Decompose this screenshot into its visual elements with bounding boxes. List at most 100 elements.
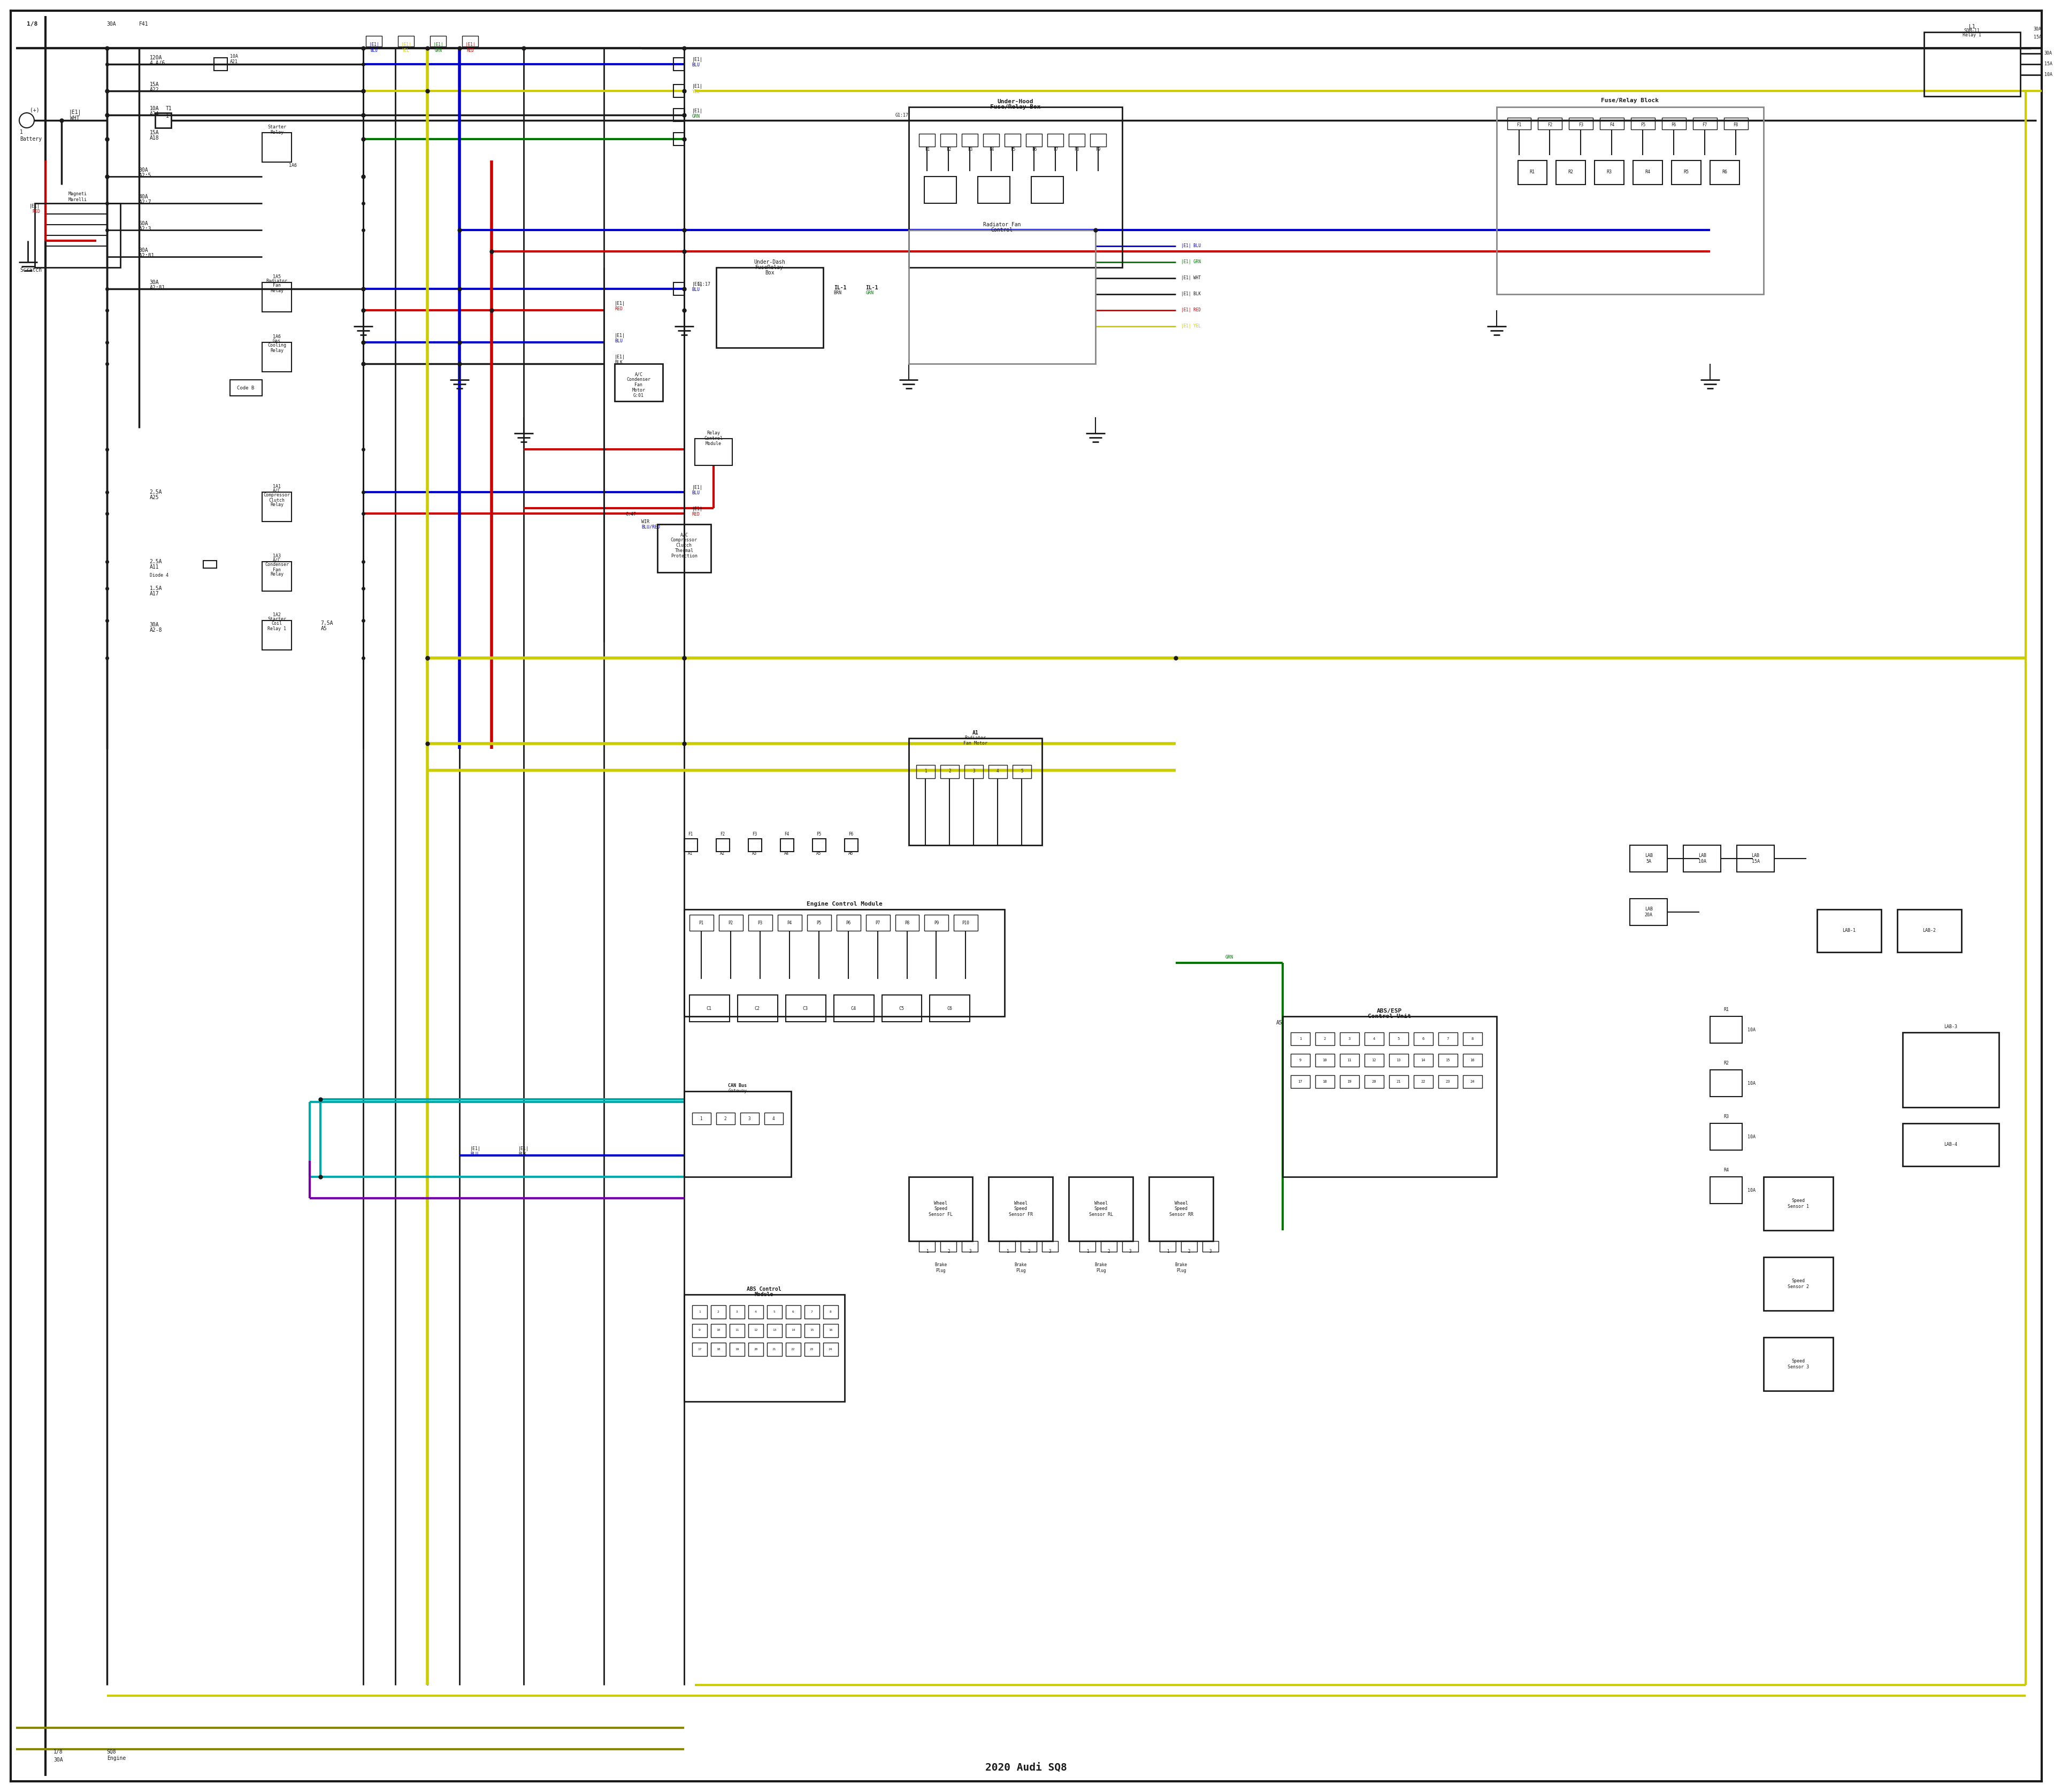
Text: Box: Box <box>764 271 774 276</box>
Bar <box>1413 1075 1434 1088</box>
Bar <box>961 1242 978 1253</box>
Text: 30A: 30A <box>2033 27 2042 32</box>
Bar <box>1181 1242 1197 1253</box>
Text: 1/8: 1/8 <box>53 1749 64 1754</box>
Bar <box>35 202 121 267</box>
Bar <box>1091 134 1107 147</box>
Bar <box>692 1113 711 1124</box>
Text: 4.A/6: 4.A/6 <box>150 61 166 66</box>
Text: P3: P3 <box>758 921 762 925</box>
Text: |E1|: |E1| <box>470 1147 481 1152</box>
Text: 30A: 30A <box>140 167 148 172</box>
Text: 10A: 10A <box>2044 72 2052 77</box>
Text: Speed
Sensor 3: Speed Sensor 3 <box>1787 1358 1810 1369</box>
Text: 6: 6 <box>1421 1038 1423 1041</box>
Text: BLU/RED: BLU/RED <box>641 525 659 529</box>
Text: Relay: Relay <box>271 572 283 577</box>
Text: SQ8
Engine: SQ8 Engine <box>107 1749 125 1762</box>
Text: Fan: Fan <box>273 283 281 289</box>
Text: IL-1: IL-1 <box>867 285 879 290</box>
Bar <box>1339 1032 1360 1045</box>
Text: G:01: G:01 <box>633 394 645 398</box>
Text: 16: 16 <box>1471 1059 1475 1063</box>
Text: Fuse/Relay Box: Fuse/Relay Box <box>990 104 1041 109</box>
Text: Wheel
Speed
Sensor RL: Wheel Speed Sensor RL <box>1089 1201 1113 1217</box>
Bar <box>719 914 744 930</box>
Bar <box>684 1091 791 1177</box>
Text: A4: A4 <box>785 851 789 857</box>
Bar <box>429 36 446 47</box>
Text: Fuse/Relay Block: Fuse/Relay Block <box>1602 99 1660 104</box>
Bar <box>711 1305 725 1319</box>
Bar <box>1518 161 1547 185</box>
Text: Brake
Plug: Brake Plug <box>1175 1263 1187 1272</box>
Text: 10: 10 <box>717 1330 721 1331</box>
Text: A2: A2 <box>721 851 725 857</box>
Text: A1: A1 <box>688 851 692 857</box>
Text: 23: 23 <box>1446 1081 1450 1082</box>
Bar <box>692 1305 707 1319</box>
Text: 4: 4 <box>772 1116 774 1122</box>
Text: C2: C2 <box>754 1005 760 1011</box>
Text: F5: F5 <box>815 831 822 837</box>
Bar <box>908 1177 974 1242</box>
Text: F3: F3 <box>1577 122 1584 127</box>
Bar <box>737 995 778 1021</box>
Text: YEL: YEL <box>692 90 700 95</box>
Bar <box>1692 118 1717 129</box>
Bar <box>908 738 1041 846</box>
Text: BLU: BLU <box>614 339 622 344</box>
Text: 3: 3 <box>1347 1038 1352 1041</box>
Bar <box>978 177 1011 202</box>
Bar <box>1031 177 1064 202</box>
Text: Brake
Plug: Brake Plug <box>935 1263 947 1272</box>
Bar <box>1898 909 1962 952</box>
Text: 15: 15 <box>1446 1059 1450 1063</box>
Text: RED: RED <box>692 513 700 518</box>
Bar <box>764 1113 783 1124</box>
Text: Clutch: Clutch <box>269 498 286 502</box>
Bar <box>1633 161 1662 185</box>
Text: A/C: A/C <box>273 487 281 493</box>
Text: Radiator Fan: Radiator Fan <box>984 222 1021 228</box>
Bar <box>674 84 684 97</box>
Text: C:47: C:47 <box>624 513 637 518</box>
Text: A2:5: A2:5 <box>140 172 152 177</box>
Text: A/C: A/C <box>680 532 688 538</box>
Bar <box>1438 1032 1458 1045</box>
Text: |E1| RED: |E1| RED <box>1181 308 1202 312</box>
Bar <box>1684 846 1721 873</box>
Text: 2: 2 <box>949 769 951 774</box>
Bar <box>1569 118 1594 129</box>
Text: GRN: GRN <box>692 113 700 118</box>
Bar <box>785 995 826 1021</box>
Text: |E1|: |E1| <box>29 204 41 208</box>
Text: 1A1: 1A1 <box>273 484 281 489</box>
Text: R3: R3 <box>1723 1115 1729 1120</box>
Text: 22: 22 <box>1421 1081 1425 1082</box>
Text: 30A: 30A <box>150 280 158 285</box>
Text: R3: R3 <box>1606 170 1612 174</box>
Text: F1: F1 <box>924 147 930 152</box>
Text: G1:17: G1:17 <box>698 281 711 287</box>
Text: F1: F1 <box>1516 122 1522 127</box>
Bar <box>1389 1032 1409 1045</box>
Bar <box>1672 161 1701 185</box>
Text: 11: 11 <box>1347 1059 1352 1063</box>
Bar <box>1339 1075 1360 1088</box>
Text: 3: 3 <box>1130 1249 1132 1254</box>
Text: 1/8: 1/8 <box>27 22 37 27</box>
Text: Fan: Fan <box>273 568 281 572</box>
Bar <box>1080 1242 1095 1253</box>
Bar <box>692 1324 707 1337</box>
Text: 15: 15 <box>809 1330 813 1331</box>
Text: R2: R2 <box>1723 1061 1729 1066</box>
Text: A2:3: A2:3 <box>140 226 152 231</box>
Text: |E1|: |E1| <box>692 507 702 513</box>
Text: 13: 13 <box>1397 1059 1401 1063</box>
Text: Cooling: Cooling <box>267 342 286 348</box>
Bar <box>729 1305 744 1319</box>
Text: GRN: GRN <box>1224 955 1232 961</box>
Text: Control Unit: Control Unit <box>1368 1014 1411 1020</box>
Text: Radiator: Radiator <box>965 737 986 740</box>
